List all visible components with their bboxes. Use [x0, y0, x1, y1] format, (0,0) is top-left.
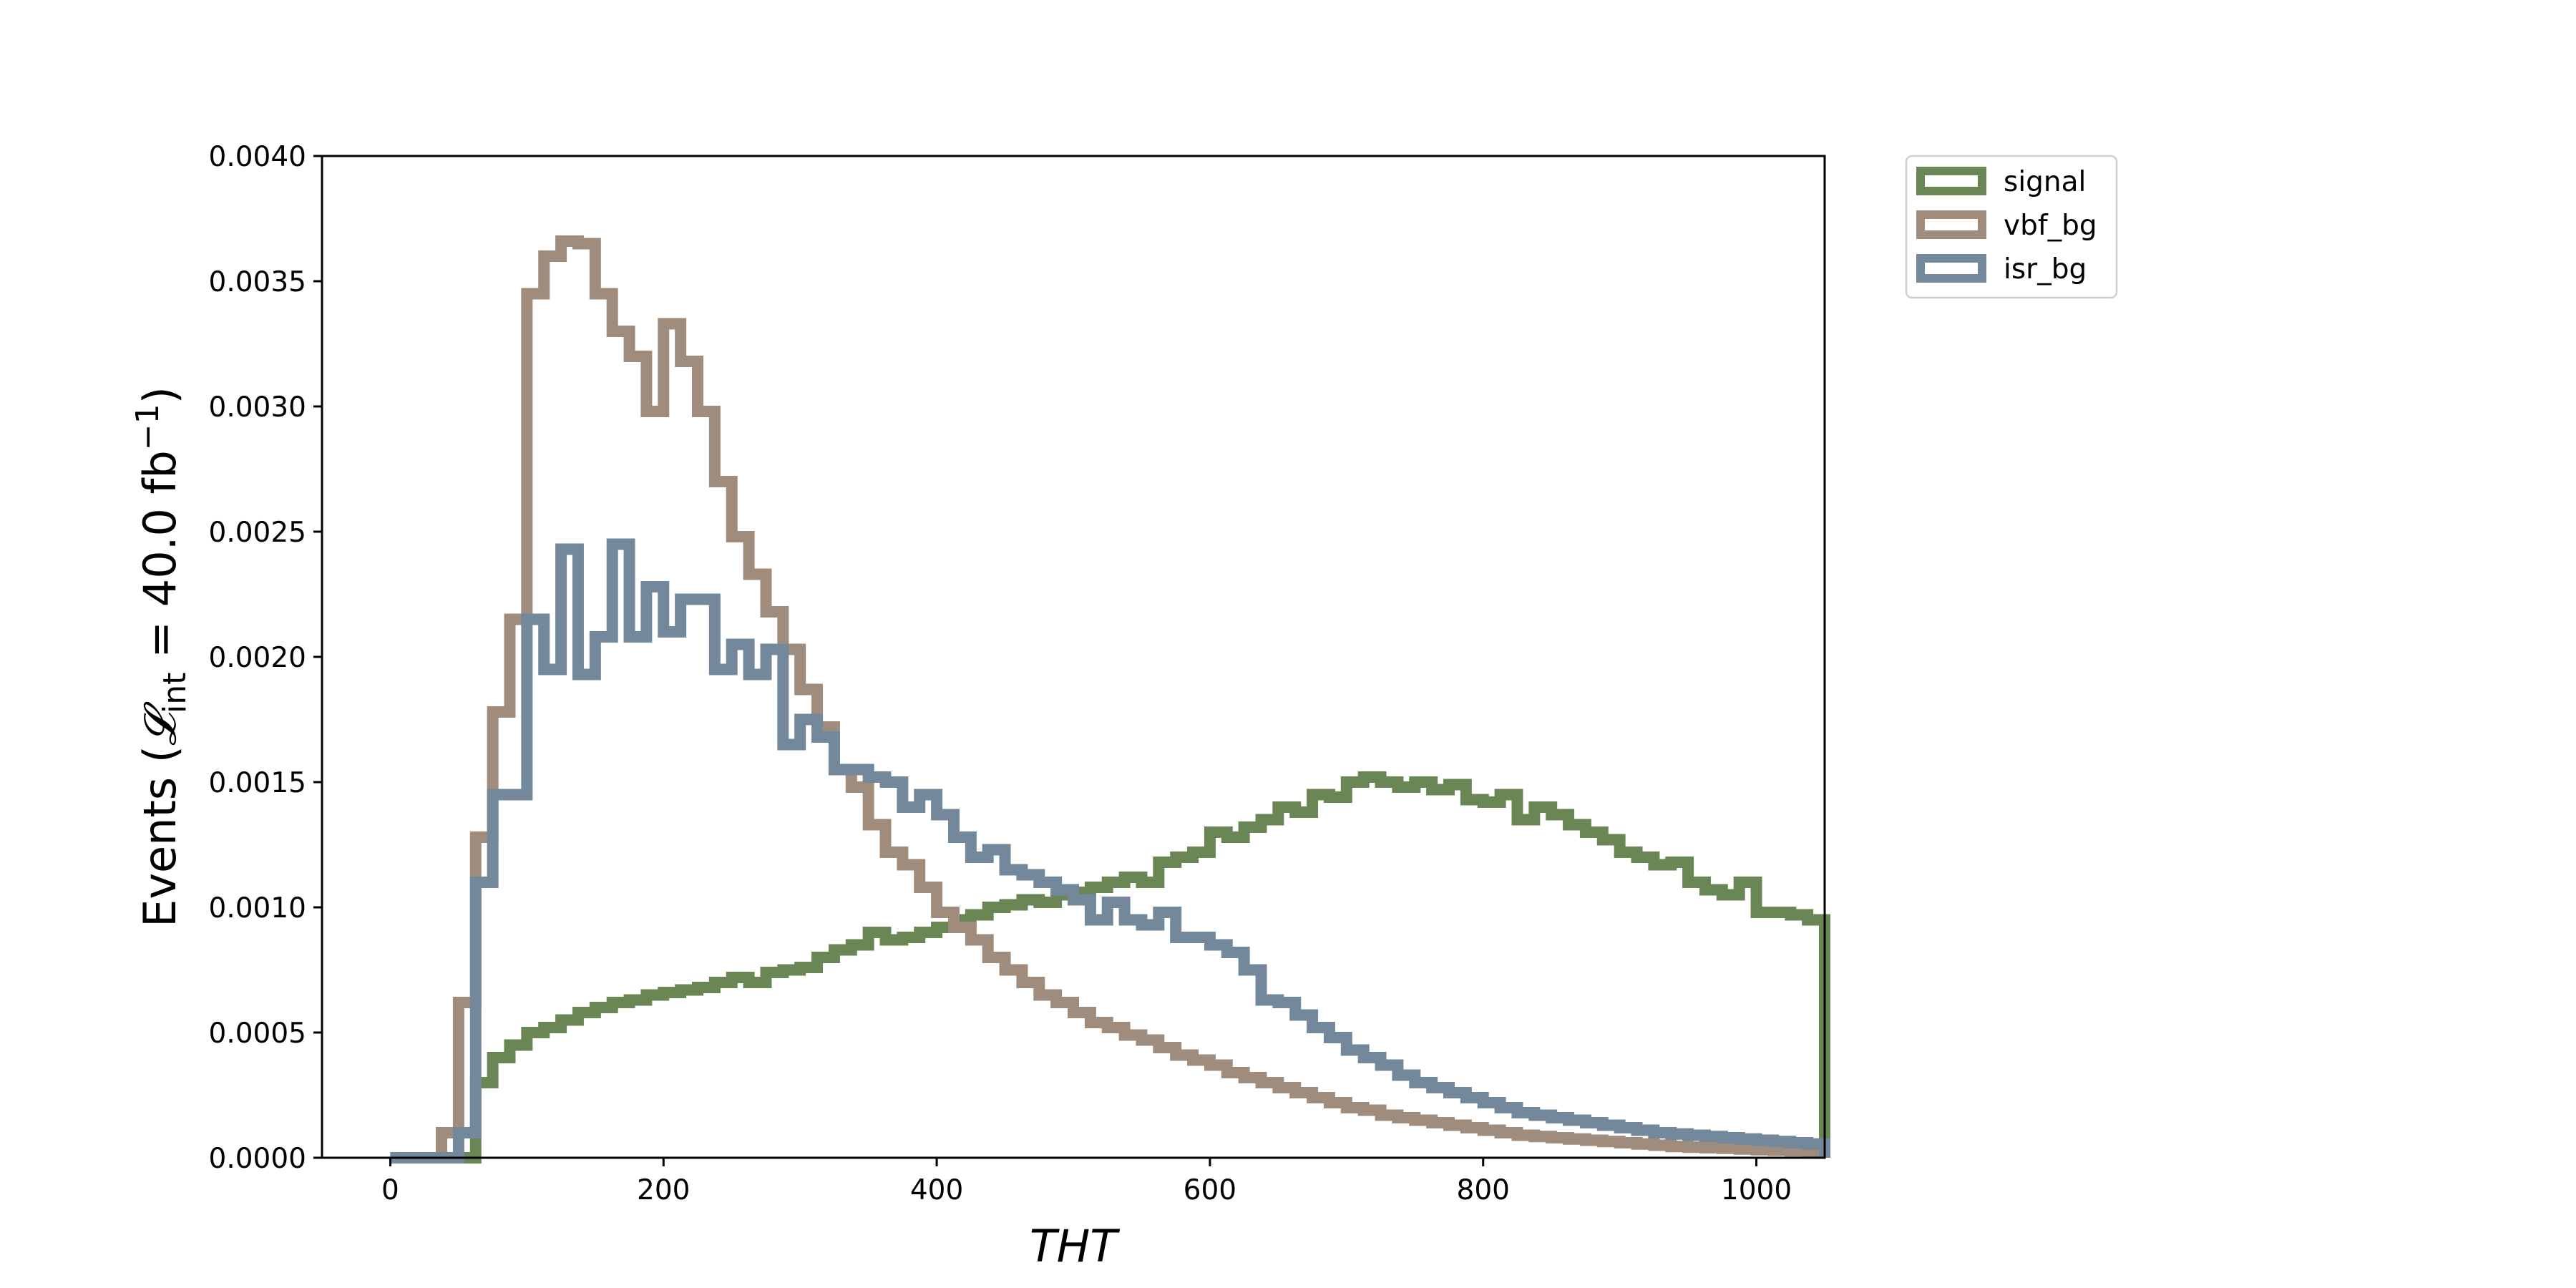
- legend-label-isr-bg: isr_bg: [2004, 253, 2087, 286]
- y-tick-label: 0.0030: [209, 391, 306, 424]
- legend-label-vbf-bg: vbf_bg: [2004, 210, 2097, 242]
- y-axis-label-prefix: Events (: [134, 746, 186, 927]
- legend-swatch-vbf-bg: [1916, 210, 1986, 239]
- y-axis-label-middle: = 40.0 fb: [134, 450, 186, 672]
- y-tick-label: 0.0005: [209, 1018, 306, 1050]
- y-axis: 0.0000 0.0005 0.0010 0.0015 0.0020 0.0025 0.00…: [209, 141, 322, 1175]
- series-signal-step: [390, 771, 1830, 1163]
- y-tick-label: 0.0035: [209, 266, 306, 298]
- y-axis-label-suffix: ): [134, 386, 186, 404]
- y-axis-label-superscript: −1: [130, 404, 166, 450]
- legend-entries: signal vbf_bg isr_bg: [1916, 166, 2097, 286]
- legend: signal vbf_bg isr_bg: [1905, 155, 2118, 299]
- y-tick-label: 0.0000: [209, 1143, 306, 1175]
- y-tick-label: 0.0040: [209, 141, 306, 173]
- legend-swatch-isr-bg: [1916, 254, 1986, 283]
- series-layer: [390, 235, 1830, 1163]
- x-tick-label: 800: [1457, 1174, 1510, 1206]
- y-tick-label: 0.0020: [209, 642, 306, 674]
- y-tick-label: 0.0010: [209, 892, 306, 924]
- y-tick-label: 0.0025: [209, 517, 306, 549]
- y-axis-label: Events (𝓛int = 40.0 fb−1): [130, 386, 193, 927]
- y-axis-label-subscript: int: [157, 673, 193, 713]
- x-axis-label: THT: [1030, 1220, 1120, 1272]
- x-axis: 0 200 400 600 800 1000: [381, 1158, 1792, 1206]
- series-vbf-bg-step: [390, 235, 1830, 1163]
- y-tick-label: 0.0015: [209, 767, 306, 799]
- x-tick-label: 200: [637, 1174, 690, 1206]
- legend-swatch-signal: [1916, 167, 1986, 195]
- x-tick-label: 0: [381, 1174, 399, 1206]
- x-tick-label: 1000: [1721, 1174, 1792, 1206]
- x-tick-label: 400: [910, 1174, 963, 1206]
- x-tick-label: 600: [1184, 1174, 1236, 1206]
- series-isr-bg-step: [390, 538, 1830, 1163]
- legend-label-signal: signal: [2004, 166, 2086, 198]
